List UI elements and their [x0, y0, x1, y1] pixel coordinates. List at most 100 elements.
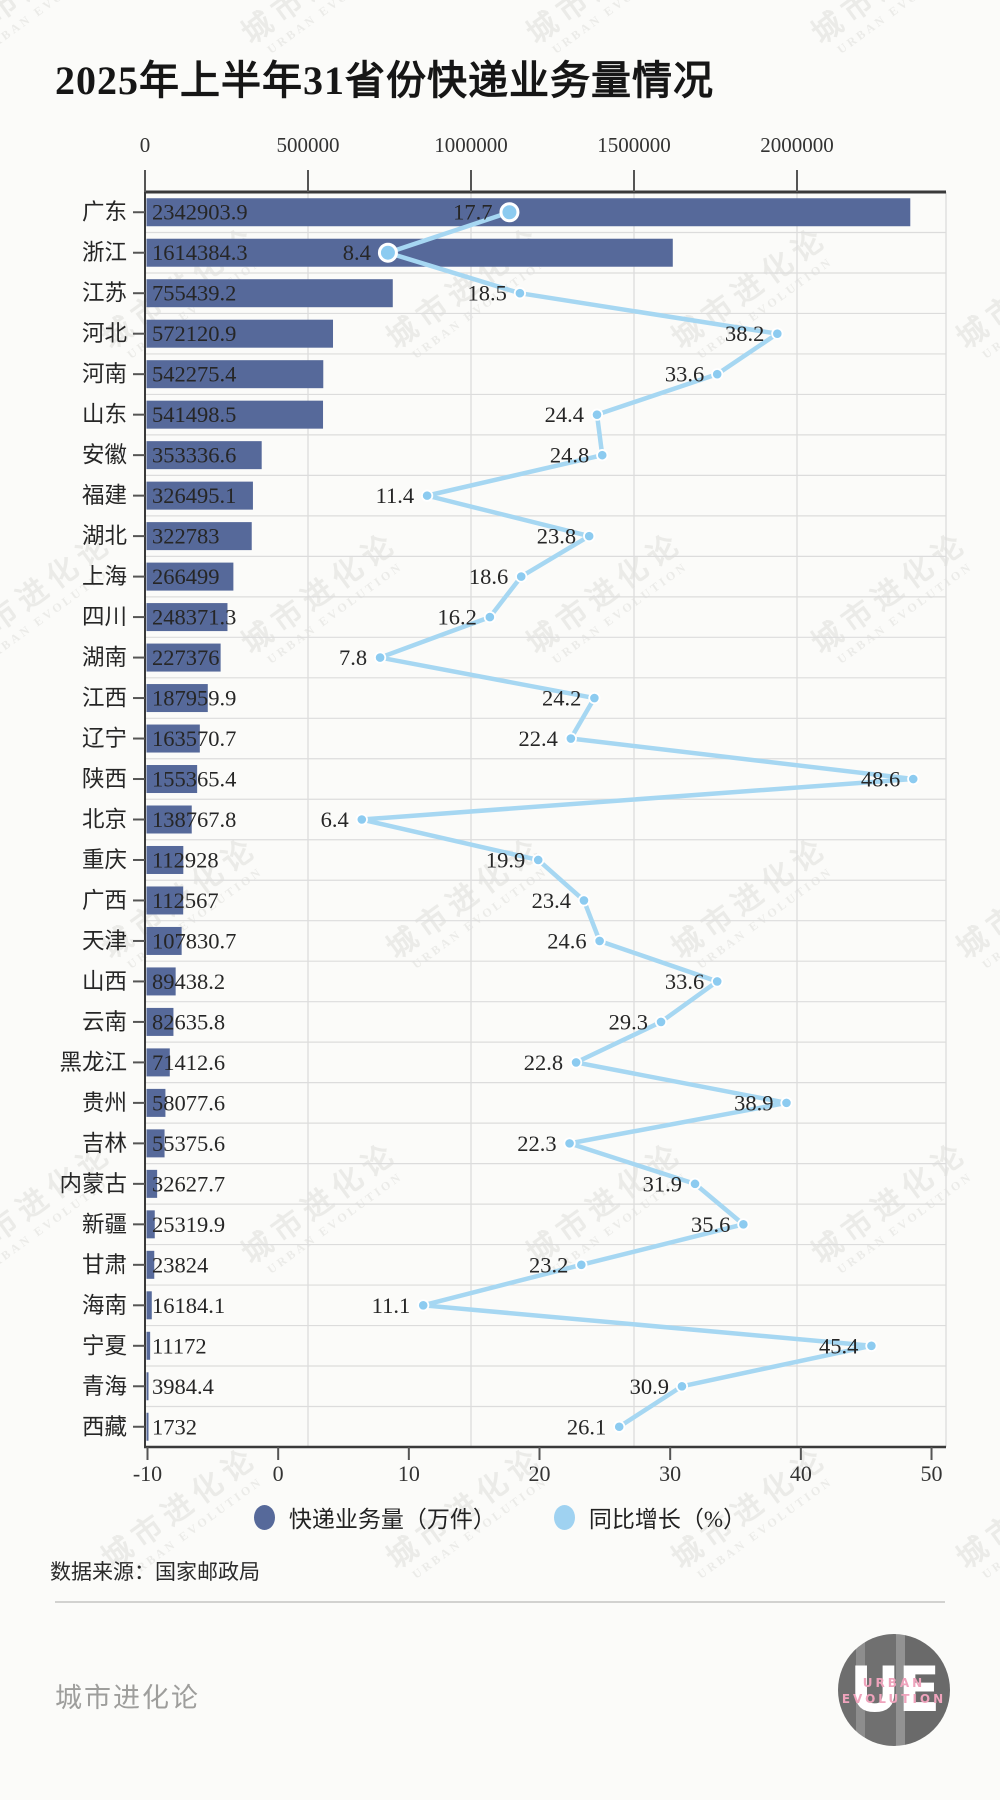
growth-marker	[771, 327, 784, 340]
growth-marker	[515, 570, 528, 583]
bar-value-label: 248371.3	[152, 605, 236, 630]
bar-湖北	[146, 522, 252, 551]
growth-value-label: 24.8	[550, 443, 589, 468]
bar-value-label: 541498.5	[152, 402, 236, 427]
growth-marker	[575, 1258, 588, 1271]
bar-value-label: 16184.1	[152, 1293, 225, 1318]
growth-marker	[563, 1137, 576, 1150]
province-label: 北京	[82, 807, 127, 832]
bar-value-label: 3984.4	[152, 1374, 214, 1399]
legend-item-growth: 同比增长（%）	[553, 1500, 747, 1534]
province-label: 河北	[82, 321, 127, 346]
growth-marker	[675, 1380, 689, 1393]
growth-value-label: 19.9	[486, 847, 525, 872]
province-label: 浙江	[82, 240, 127, 265]
bar-value-label: 326495.1	[152, 483, 236, 508]
bar-新疆	[146, 1210, 155, 1239]
growth-value-label: 45.4	[819, 1333, 858, 1358]
bottom-axis-tick-label: 10	[398, 1461, 420, 1486]
province-label: 甘肃	[82, 1252, 127, 1277]
province-label: 山西	[82, 969, 127, 994]
legend-label-volume: 快递业务量（万件）	[288, 1507, 496, 1532]
growth-value-label: 38.9	[734, 1090, 773, 1115]
bar-value-label: 82635.8	[152, 1009, 225, 1034]
growth-value-label: 24.6	[547, 928, 586, 953]
growth-marker	[583, 530, 596, 543]
province-label: 广西	[82, 888, 127, 913]
growth-value-label: 33.6	[665, 969, 704, 994]
bar-江西	[146, 684, 208, 713]
bar-value-label: 23824	[152, 1252, 208, 1277]
growth-value-label: 35.6	[691, 1212, 730, 1237]
growth-marker	[907, 772, 920, 786]
growth-marker	[737, 1218, 750, 1231]
bar-山西	[146, 967, 176, 996]
province-label: 山东	[82, 402, 127, 427]
growth-marker	[569, 1056, 583, 1069]
bar-贵州	[146, 1088, 166, 1117]
bar-河北	[146, 319, 334, 348]
growth-value-label: 16.2	[437, 605, 476, 630]
legend: 快递业务量（万件） 同比增长（%）	[0, 1499, 1000, 1535]
growth-value-label: 22.4	[518, 726, 557, 751]
growth-value-label: 24.4	[545, 402, 584, 427]
province-label: 广东	[82, 200, 127, 225]
province-label: 天津	[82, 928, 127, 953]
bottom-axis-tick-label: 20	[529, 1461, 551, 1486]
province-label: 重庆	[82, 847, 127, 872]
bar-value-label: 112567	[152, 888, 219, 913]
bottom-axis-tick-label: 40	[790, 1461, 812, 1486]
bar-西藏	[146, 1412, 149, 1441]
logo-caption: URBAN EVOLUTION	[841, 1676, 947, 1706]
bar-安徽	[146, 441, 262, 470]
bar-value-label: 266499	[152, 564, 220, 589]
bar-value-label: 187959.9	[152, 686, 236, 711]
growth-value-label: 29.3	[609, 1009, 648, 1034]
growth-marker	[711, 975, 724, 988]
growth-value-label: 18.5	[468, 281, 507, 306]
bar-value-label: 138767.8	[152, 807, 236, 832]
bottom-axis-tick-label: 30	[659, 1461, 681, 1486]
bar-四川	[146, 603, 228, 632]
growth-marker	[483, 610, 496, 624]
bar-江苏	[146, 279, 393, 308]
growth-value-label: 23.4	[532, 888, 571, 913]
growth-marker	[377, 242, 398, 263]
growth-value-label: 26.1	[567, 1414, 606, 1439]
bar-value-label: 107830.7	[152, 928, 236, 953]
bar-value-label: 25319.9	[152, 1212, 225, 1237]
bar-value-label: 542275.4	[152, 362, 236, 387]
growth-marker	[373, 651, 387, 664]
bar-辽宁	[146, 724, 200, 753]
province-label: 云南	[82, 1009, 127, 1034]
growth-marker	[417, 1299, 430, 1312]
growth-marker	[593, 934, 606, 948]
growth-marker	[532, 853, 545, 867]
bar-北京	[146, 805, 192, 834]
growth-value-label: 8.4	[343, 240, 371, 265]
bar-重庆	[146, 845, 184, 874]
bar-value-label: 11172	[152, 1333, 207, 1358]
province-label: 湖北	[82, 524, 127, 549]
growth-marker	[865, 1339, 878, 1352]
bottom-axis-tick-label: -10	[133, 1461, 162, 1486]
bar-value-label: 2342903.9	[152, 200, 248, 225]
province-label: 陕西	[82, 767, 127, 792]
province-label: 内蒙古	[59, 1171, 127, 1196]
growth-marker	[654, 1015, 668, 1029]
growth-marker	[499, 202, 520, 223]
urban-evolution-logo: UE URBAN EVOLUTION	[838, 1634, 950, 1746]
growth-value-label: 17.7	[453, 200, 492, 225]
growth-marker	[780, 1096, 793, 1109]
bar-value-label: 322783	[152, 524, 220, 549]
logo-monogram-text: UE	[849, 1653, 941, 1726]
province-label: 黑龙江	[59, 1050, 127, 1075]
growth-value-label: 23.2	[529, 1252, 568, 1277]
growth-value-label: 22.8	[524, 1050, 563, 1075]
bar-陕西	[146, 765, 198, 794]
bar-value-label: 71412.6	[152, 1050, 225, 1075]
province-label: 辽宁	[82, 726, 127, 751]
legend-label-growth: 同比增长（%）	[588, 1507, 747, 1532]
bar-value-label: 163570.7	[152, 726, 236, 751]
footer-brand-text: 城市进化论	[55, 1683, 200, 1713]
